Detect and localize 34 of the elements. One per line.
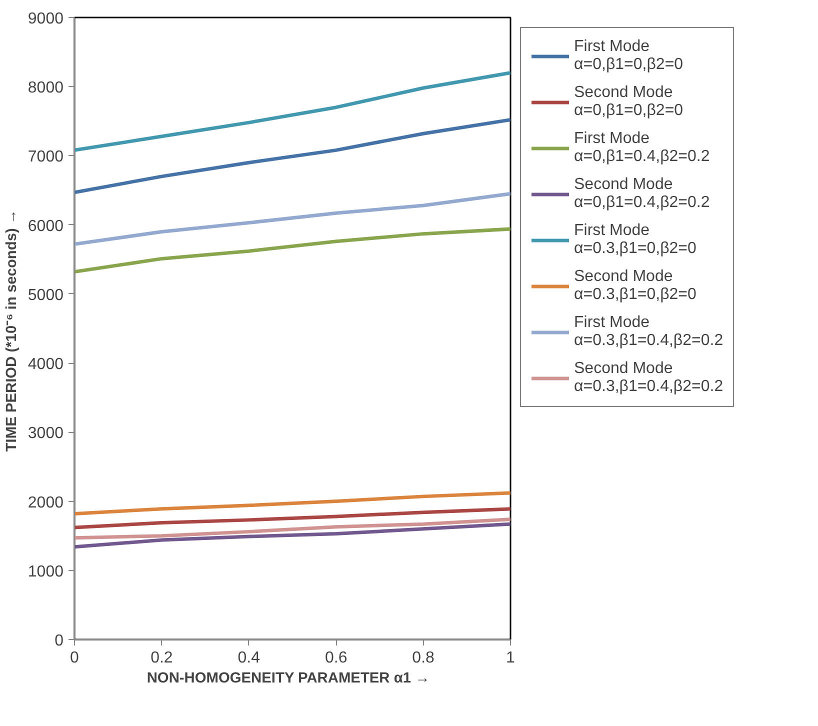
legend-label: First Mode α=0.3,β1=0,β2=0: [574, 222, 696, 258]
line-series: [74, 491, 510, 516]
x-tick-label: 0.2: [150, 650, 173, 666]
line-series: [74, 118, 510, 194]
x-tick-label: 0.4: [238, 650, 260, 666]
line-series: [74, 192, 510, 246]
x-tick-label: 0.6: [324, 650, 348, 666]
y-tick-label: 9000: [28, 10, 64, 28]
legend-label: Second Mode α=0,β1=0.4,β2=0.2: [574, 176, 710, 212]
y-tick-label: 2000: [28, 494, 64, 512]
line-series: [74, 522, 510, 549]
x-axis-title: NON-HOMOGENEITY PARAMETER α1 →: [146, 670, 430, 686]
y-tick-label: 3000: [28, 425, 64, 442]
legend-label: Second Mode α=0.3,β1=0.4,β2=0.2: [574, 360, 724, 396]
line-series: [74, 227, 510, 274]
legend-label: Second Mode α=0.3,β1=0,β2=0: [574, 268, 696, 304]
legend-label: First Mode α=0,β1=0,β2=0: [574, 38, 684, 74]
y-axis-title: TIME PERIOD (*10⁻⁶ in seconds) →: [4, 209, 20, 452]
line-series: [74, 71, 510, 152]
legend-label: First Mode α=0.3,β1=0.4,β2=0.2: [574, 314, 724, 350]
y-tick-label: 1000: [28, 563, 64, 580]
y-tick-label: 8000: [28, 80, 64, 97]
legend-label: First Mode α=0,β1=0.4,β2=0.2: [574, 130, 710, 166]
y-tick-label: 0: [54, 632, 64, 650]
x-tick-label: 1: [506, 650, 516, 666]
y-tick-label: 4000: [28, 356, 64, 374]
y-tick-label: 6000: [28, 218, 64, 235]
x-tick-label: 0: [70, 650, 80, 666]
y-tick-label: 7000: [28, 148, 64, 166]
x-tick-label: 0.8: [412, 650, 435, 666]
line-series: [74, 517, 510, 540]
line-series: [74, 507, 510, 530]
legend-label: Second Mode α=0,β1=0,β2=0: [574, 84, 684, 120]
y-tick-label: 5000: [28, 286, 64, 304]
